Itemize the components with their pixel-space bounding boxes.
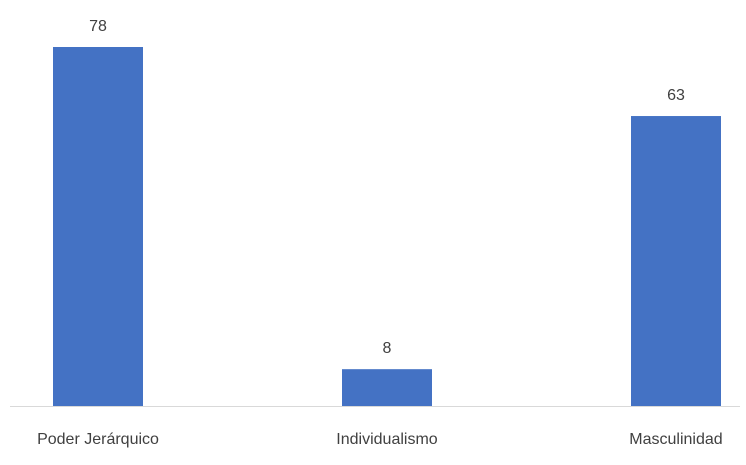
- category-label-3: Masculinidad: [629, 431, 722, 448]
- category-labels-group: Poder Jerárquico Individualismo Masculinid…: [37, 431, 723, 448]
- data-label-2: 8: [383, 340, 392, 357]
- category-label-1: Poder Jerárquico: [37, 431, 159, 448]
- data-label-3: 63: [667, 87, 685, 104]
- bars-group: [53, 47, 721, 407]
- bar-3: [631, 116, 721, 407]
- data-labels-group: 78 8 63: [89, 18, 685, 357]
- bar-2: [342, 369, 432, 406]
- bar-1: [53, 47, 143, 406]
- data-label-1: 78: [89, 18, 107, 35]
- category-label-2: Individualismo: [336, 431, 437, 448]
